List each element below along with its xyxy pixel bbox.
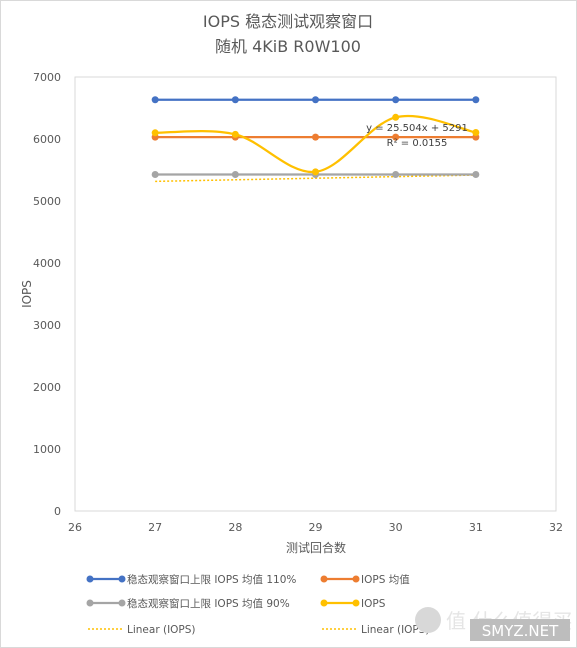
series-marker-3: [151, 129, 159, 137]
y-tick-label: 2000: [33, 381, 61, 394]
chart-subtitle: 随机 4KiB R0W100: [215, 37, 361, 56]
y-tick-label: 1000: [33, 443, 61, 456]
y-axis-title: IOPS: [20, 280, 34, 308]
series-marker-3: [231, 130, 239, 138]
legend-marker-icon: [352, 599, 360, 607]
watermark: 值 什么值得买 SMYZ.NET: [415, 607, 572, 641]
legend-marker-icon: [320, 575, 328, 583]
y-tick-label: 7000: [33, 71, 61, 84]
legend-marker-icon: [320, 599, 328, 607]
legend-marker-icon: [86, 575, 94, 583]
watermark-site-bg: [470, 619, 570, 641]
legend-label: 稳态观察窗口上限 IOPS 均值 110%: [127, 573, 296, 586]
x-axis-ticks: 26 27 28 29 30 31 32: [68, 521, 563, 534]
y-axis-ticks: 0 1000 2000 3000 4000 5000 6000 7000: [33, 71, 61, 518]
chart-title: IOPS 稳态测试观察窗口: [203, 12, 373, 31]
x-tick-label: 26: [68, 521, 82, 534]
x-tick-label: 32: [549, 521, 563, 534]
x-tick-label: 27: [148, 521, 162, 534]
legend-marker-icon: [118, 575, 126, 583]
x-tick-label: 28: [228, 521, 242, 534]
x-tick-label: 29: [309, 521, 323, 534]
legend-label: 稳态观察窗口上限 IOPS 均值 90%: [127, 597, 290, 610]
series-marker-1: [151, 171, 159, 179]
legend-label: IOPS: [361, 598, 386, 610]
legend-label: Linear (IOPS): [361, 624, 430, 636]
y-tick-label: 0: [54, 505, 61, 518]
legend-marker-icon: [118, 599, 126, 607]
trendline-layer: [155, 174, 476, 183]
watermark-site: SMYZ.NET: [482, 622, 559, 640]
series-marker-0: [151, 96, 159, 104]
legend-label: IOPS 均值: [361, 573, 410, 586]
series-marker-1: [392, 171, 400, 179]
series-marker-0: [392, 96, 400, 104]
y-tick-label: 3000: [33, 319, 61, 332]
x-axis-title: 测试回合数: [286, 540, 346, 555]
legend-marker-icon: [86, 599, 94, 607]
x-tick-label: 30: [389, 521, 403, 534]
series-marker-0: [312, 96, 319, 104]
trendline-iops: [155, 174, 476, 183]
trendline-equation: y = 25.504x + 5291: [366, 123, 468, 134]
series-marker-2: [392, 133, 400, 141]
x-tick-label: 31: [469, 521, 483, 534]
series-marker-1: [472, 171, 480, 179]
plot-area: [74, 76, 557, 512]
series-marker-3: [312, 168, 319, 176]
y-tick-label: 4000: [33, 257, 61, 270]
series-marker-2: [312, 133, 319, 141]
series-marker-0: [472, 96, 480, 104]
trendline-r-squared: R² = 0.0155: [387, 138, 448, 149]
series-marker-3: [392, 113, 400, 121]
series-marker-0: [231, 96, 239, 104]
series-layer: [151, 96, 480, 179]
legend-label: Linear (IOPS): [127, 624, 196, 636]
watermark-logo-icon: [415, 607, 441, 633]
series-marker-1: [231, 171, 239, 179]
legend-marker-icon: [352, 575, 360, 583]
y-tick-label: 6000: [33, 133, 61, 146]
y-tick-label: 5000: [33, 195, 61, 208]
series-marker-3: [472, 128, 480, 136]
